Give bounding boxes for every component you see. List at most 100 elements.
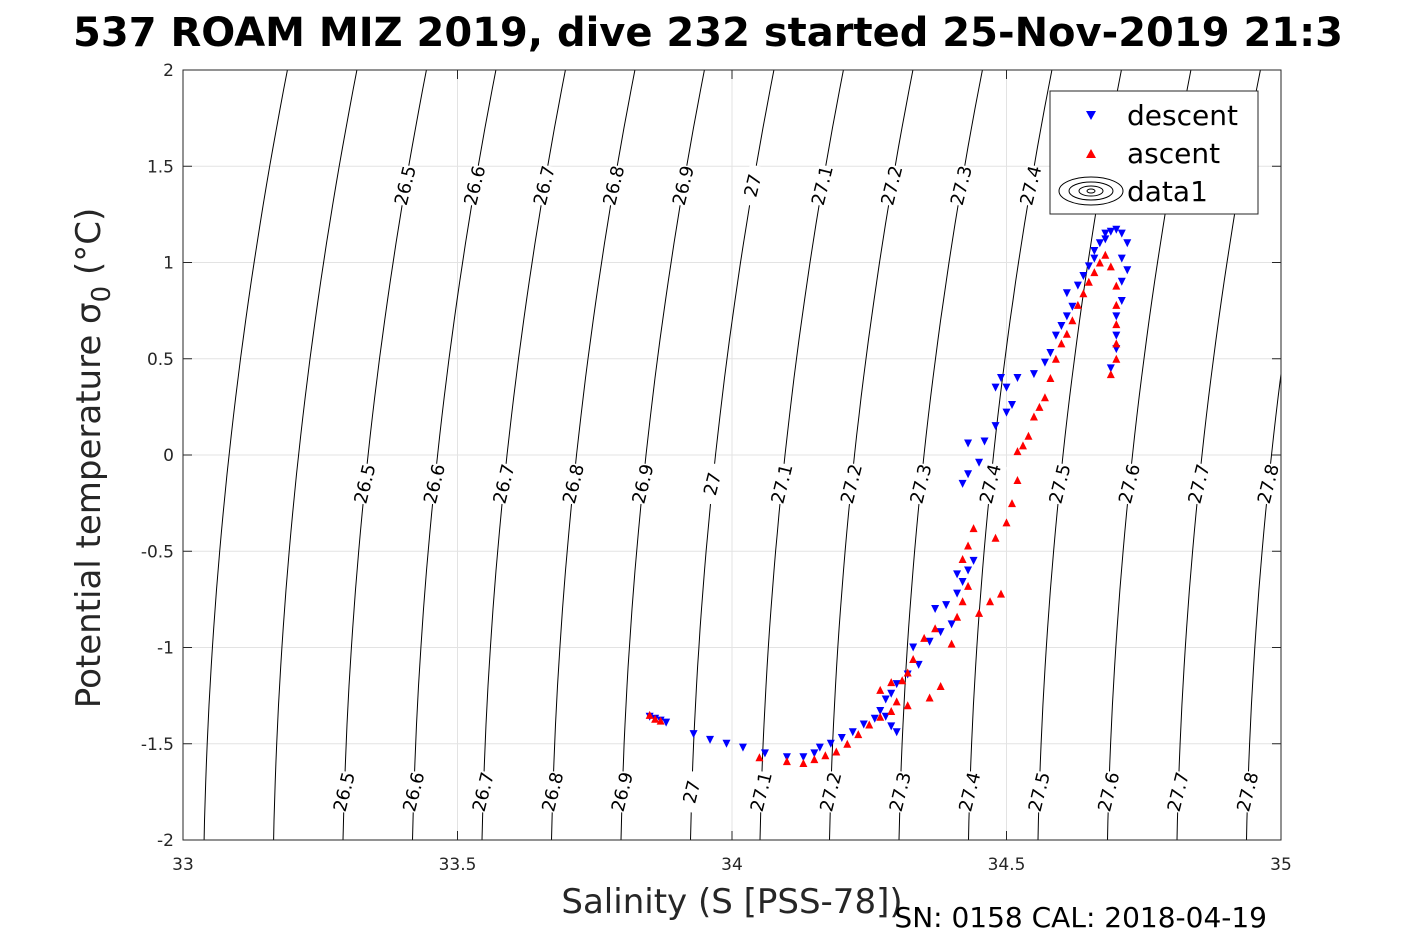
ascent-point xyxy=(1002,518,1011,527)
descent-point xyxy=(931,605,940,613)
ascent-point xyxy=(1024,431,1033,440)
ascent-point xyxy=(755,753,764,762)
isopycnal-label-bg xyxy=(491,462,521,507)
descent-point xyxy=(1117,229,1126,238)
descent-point xyxy=(942,601,951,610)
isopycnal-label-bg xyxy=(531,164,561,208)
ascent-point xyxy=(887,707,896,716)
y-axis-label-main: Potential temperature σ xyxy=(69,302,109,708)
ascent-point xyxy=(903,701,912,710)
ascent-point xyxy=(1040,393,1049,402)
ascent-point xyxy=(936,682,945,690)
ascent-point xyxy=(953,612,962,621)
isopycnal-label-bg xyxy=(331,770,361,815)
ascent-point xyxy=(651,714,660,723)
x-tick-label: 33.5 xyxy=(439,855,477,875)
isopycnal-label-bg xyxy=(1096,770,1126,815)
y-tick-label: 2 xyxy=(163,61,174,81)
descent-point xyxy=(1079,271,1088,280)
y-tick-label: -0.5 xyxy=(141,542,174,562)
descent-point xyxy=(975,458,984,467)
descent-point xyxy=(1073,281,1082,290)
isopycnal-line xyxy=(1315,32,1407,879)
isopycnal-label-bg xyxy=(769,462,799,507)
ascent-point xyxy=(1090,268,1099,277)
descent-point xyxy=(760,749,769,758)
descent-point xyxy=(969,556,978,565)
descent-point xyxy=(991,422,1000,431)
descent-point xyxy=(958,479,967,488)
y-tick-label: 1 xyxy=(163,254,174,274)
descent-point xyxy=(1007,400,1016,409)
ascent-point xyxy=(1018,441,1027,450)
descent-point xyxy=(925,637,934,646)
ascent-point xyxy=(782,757,791,766)
isopycnal-label-bg xyxy=(809,164,839,208)
descent-point xyxy=(892,680,901,689)
descent-point xyxy=(909,643,918,652)
y-tick-label: -1 xyxy=(157,639,174,659)
descent-point xyxy=(958,578,967,587)
descent-point xyxy=(1112,331,1121,340)
descent-point xyxy=(1062,312,1071,321)
ascent-point xyxy=(1046,374,1055,382)
ascent-point xyxy=(1112,339,1121,348)
ascent-point xyxy=(909,655,918,664)
ascent-point xyxy=(1106,262,1115,271)
descent-point xyxy=(1117,277,1126,286)
ascent-point xyxy=(843,739,852,748)
ascent-point xyxy=(958,597,967,606)
legend-box xyxy=(1049,90,1259,215)
descent-point xyxy=(1013,374,1022,382)
descent-point xyxy=(1062,289,1071,298)
chart-title: 537 ROAM MIZ 2019, dive 232 started 25-N… xyxy=(73,10,1343,56)
legend-data1-label: data1 xyxy=(1127,175,1208,208)
x-tick-label: 33 xyxy=(172,855,194,875)
isopycnal-label-bg xyxy=(1235,770,1265,815)
x-tick-label: 34 xyxy=(721,855,743,875)
descent-point xyxy=(1106,227,1115,236)
isopycnal-label-bg xyxy=(601,164,631,208)
x-axis-ticks: 33 33.5 34 34.5 35 xyxy=(172,70,1292,875)
descent-point xyxy=(1090,246,1099,255)
isopycnal-label-bg xyxy=(748,770,778,815)
ascent-point xyxy=(821,751,830,760)
descent-point xyxy=(964,439,973,448)
ascent-point xyxy=(1112,300,1121,309)
descent-point xyxy=(848,728,857,737)
ascent-point xyxy=(986,597,995,606)
ascent-point xyxy=(898,676,907,685)
y-tick-label: 0.5 xyxy=(147,350,174,370)
isopycnal-label-bg xyxy=(1018,164,1048,208)
ascent-point xyxy=(1079,289,1088,298)
ascent-point xyxy=(1057,339,1066,348)
ascent-point xyxy=(958,554,967,563)
descent-point xyxy=(947,620,956,629)
isopycnal-label-bg xyxy=(630,462,660,507)
isopycnal-label-bg xyxy=(560,462,590,507)
descent-point xyxy=(953,570,962,579)
isopycnal-label-bg xyxy=(540,770,570,815)
descent-point xyxy=(980,437,989,446)
y-tick-label: 1.5 xyxy=(147,157,174,177)
descent-point xyxy=(722,739,731,748)
isopycnal-label-bg xyxy=(838,462,868,507)
descent-point xyxy=(1051,331,1060,340)
ascent-point xyxy=(931,624,940,633)
isopycnal-label-bg xyxy=(609,770,639,815)
ascent-point xyxy=(1112,320,1121,329)
ascent-point xyxy=(892,697,901,706)
isopycnal-label-bg xyxy=(957,770,987,815)
ascent-point xyxy=(810,755,819,764)
ascent-point xyxy=(876,712,885,721)
ascent-point xyxy=(997,589,1006,598)
isopycnal-label-bg xyxy=(948,164,978,208)
descent-point xyxy=(1084,262,1093,271)
y-tick-label: 0 xyxy=(163,446,174,466)
descent-point xyxy=(1046,348,1055,357)
ascent-point xyxy=(1062,329,1071,338)
y-axis-label-unit: (°C) xyxy=(69,208,109,286)
ascent-point xyxy=(1013,476,1022,485)
scatter-points xyxy=(645,225,1132,767)
